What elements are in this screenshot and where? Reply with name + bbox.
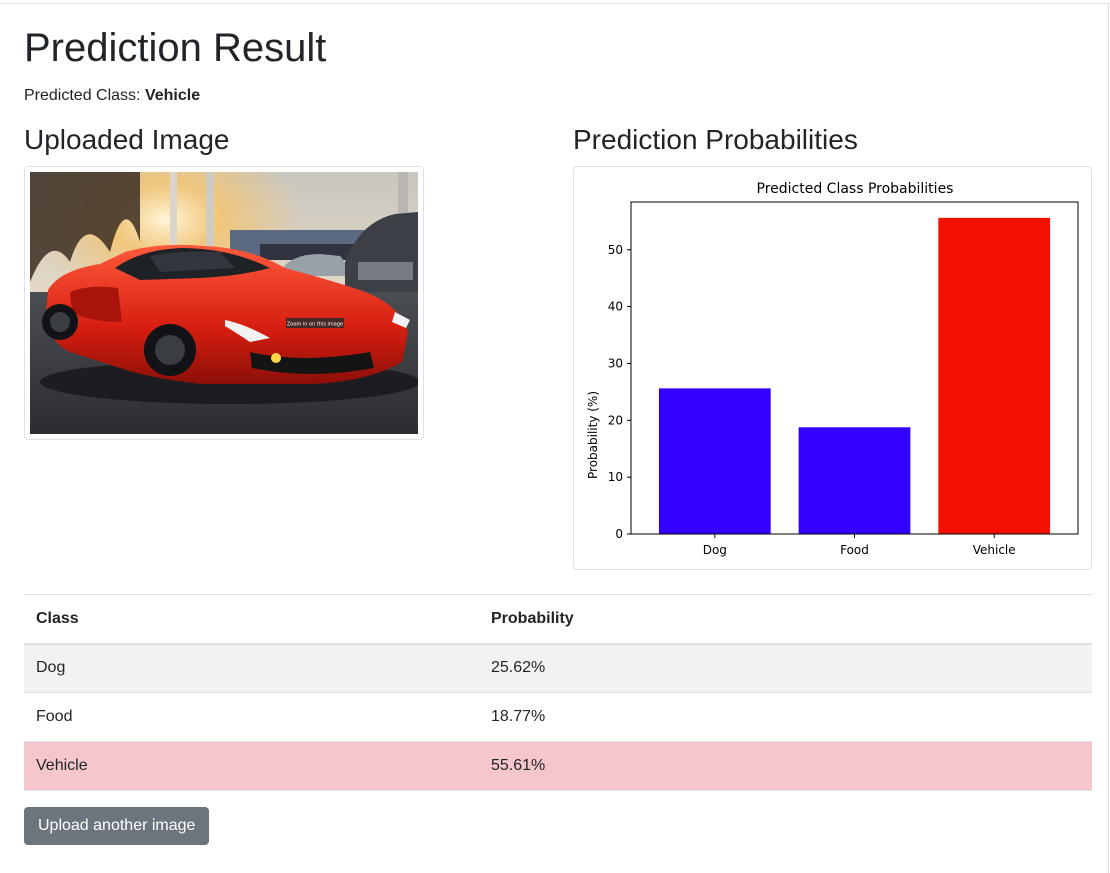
header-class: Class xyxy=(36,609,79,627)
chart-plot-frame xyxy=(630,201,1079,535)
x-tick-label: Food xyxy=(840,543,869,557)
bar-dog xyxy=(658,388,771,534)
predicted-class-line: Predicted Class: Vehicle xyxy=(24,86,200,106)
y-tick-label: 30 xyxy=(608,356,623,370)
table-header-row: Class Probability xyxy=(24,594,1092,644)
chart-y-label: Probability (%) xyxy=(586,391,600,479)
page-frame xyxy=(0,3,1109,873)
y-tick-label: 40 xyxy=(608,300,623,314)
cell-probability: 18.77% xyxy=(491,708,546,725)
cell-class: Vehicle xyxy=(36,757,88,774)
predicted-class-value: Vehicle xyxy=(144,87,201,104)
probability-chart-card: Predicted Class Probabilities Probabilit… xyxy=(573,166,1092,570)
y-tick-label: 0 xyxy=(615,527,623,541)
y-tick-label: 20 xyxy=(608,413,623,427)
uploaded-image: Zoom in on this image xyxy=(30,172,418,434)
x-tick-label: Dog xyxy=(703,543,727,557)
table-row-predicted: Vehicle 55.61% xyxy=(24,741,1092,791)
uploaded-image-card: Zoom in on this image xyxy=(24,166,424,440)
cell-class: Dog xyxy=(36,659,66,677)
image-overlay-text: Zoom in on this image xyxy=(287,322,343,328)
header-probability: Probability xyxy=(491,609,574,627)
probability-chart: Predicted Class Probabilities Probabilit… xyxy=(586,181,1079,557)
probabilities-heading: Prediction Probabilities xyxy=(573,124,858,155)
probability-table-wrap: Class Probability Dog 25.62% Food 18.77%… xyxy=(24,594,1092,791)
page-title: Prediction Result xyxy=(24,26,327,70)
upload-another-button[interactable]: Upload another image xyxy=(24,807,210,845)
probability-table: Class Probability Dog 25.62% Food 18.77%… xyxy=(24,594,1092,791)
bar-vehicle xyxy=(938,217,1051,534)
table-row: Dog 25.62% xyxy=(24,643,1092,693)
chart-title: Predicted Class Probabilities xyxy=(757,181,954,197)
x-tick-label: Vehicle xyxy=(973,543,1016,557)
predicted-class-label: Predicted Class: xyxy=(24,87,141,104)
cell-probability: 55.61% xyxy=(491,757,546,774)
cell-class: Food xyxy=(36,708,73,725)
y-tick-label: 50 xyxy=(608,243,623,257)
uploaded-image-heading: Uploaded Image xyxy=(24,124,230,155)
bar-food xyxy=(798,427,911,534)
cell-probability: 25.62% xyxy=(491,659,546,677)
table-row: Food 18.77% xyxy=(24,693,1092,742)
y-tick-label: 10 xyxy=(608,470,623,484)
